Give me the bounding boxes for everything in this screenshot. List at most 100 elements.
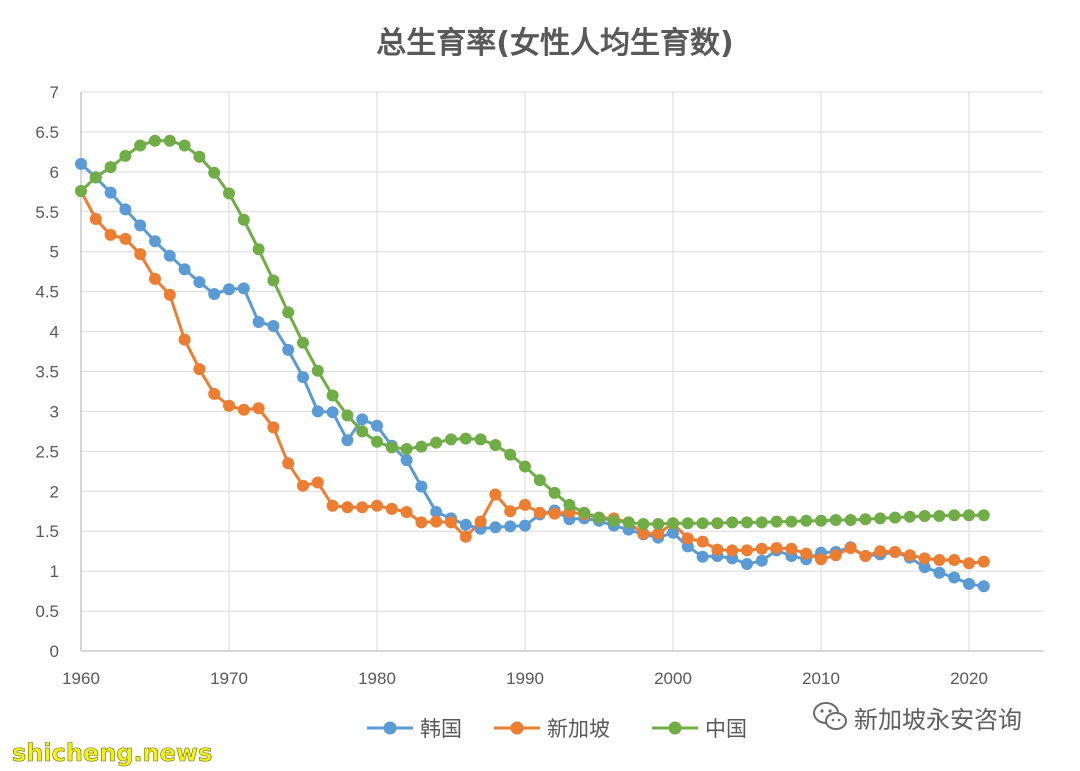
data-point-series-0: [163, 249, 176, 262]
data-point-series-0: [149, 235, 161, 248]
data-point-series-2: [178, 139, 191, 152]
data-point-series-2: [341, 409, 354, 422]
data-point-series-1: [770, 542, 783, 554]
y-tick-label: 0: [50, 642, 59, 661]
x-tick-label: 1980: [358, 669, 396, 688]
data-point-series-1: [356, 501, 369, 514]
data-point-series-2: [977, 509, 990, 522]
data-point-series-0: [223, 283, 235, 296]
data-point-series-1: [430, 515, 443, 528]
data-point-series-2: [149, 134, 161, 147]
data-point-series-1: [681, 532, 694, 545]
wechat-watermark: 新加坡永安咨询: [813, 702, 1022, 734]
data-point-series-1: [415, 516, 428, 529]
data-point-series-0: [193, 276, 206, 289]
data-point-series-0: [459, 518, 472, 531]
data-point-series-1: [371, 499, 383, 512]
watermark-text: 新加坡永安咨询: [854, 706, 1022, 734]
data-point-series-1: [311, 476, 324, 489]
data-point-series-0: [504, 520, 517, 533]
data-point-series-1: [918, 552, 931, 565]
data-point-series-0: [297, 371, 309, 384]
x-tick-label: 1990: [506, 669, 544, 688]
data-point-series-0: [519, 519, 531, 532]
data-point-series-1: [193, 363, 206, 376]
y-tick-label: 1: [50, 562, 59, 581]
data-point-series-1: [519, 498, 531, 511]
data-point-series-2: [474, 433, 487, 446]
data-point-series-1: [282, 457, 295, 470]
data-point-series-1: [755, 542, 768, 555]
data-point-series-2: [459, 432, 472, 445]
data-point-series-1: [223, 399, 235, 412]
data-point-series-1: [800, 547, 813, 560]
legend-marker-0: [383, 721, 397, 735]
x-tick-label: 2020: [950, 669, 988, 688]
data-point-series-2: [193, 150, 206, 163]
data-point-series-0: [667, 526, 679, 539]
data-point-series-2: [681, 517, 694, 530]
site-watermark: shicheng.news: [12, 739, 212, 767]
data-point-series-0: [356, 413, 369, 426]
data-point-series-0: [237, 282, 250, 295]
data-point-series-2: [326, 389, 339, 402]
data-point-series-0: [400, 454, 413, 467]
y-axis-tick-labels: 0 0.5 1 1.5 2 2.5 3 3.5 4 4.5 5 5.5 6 6.5 7: [35, 83, 59, 661]
data-point-series-1: [696, 535, 709, 548]
gridlines: [81, 91, 1043, 651]
series-line-1: [79, 190, 984, 565]
data-point-series-1: [726, 544, 739, 557]
data-point-series-1: [504, 505, 517, 518]
series-points: [75, 134, 990, 593]
data-point-series-1: [267, 421, 280, 434]
data-point-series-1: [208, 387, 221, 400]
data-point-series-1: [741, 544, 753, 557]
data-point-series-1: [844, 542, 857, 554]
data-point-series-1: [341, 501, 354, 514]
legend: 韩国 新加坡 中国: [367, 717, 747, 741]
data-point-series-2: [607, 514, 620, 527]
data-point-series-0: [208, 288, 221, 300]
data-point-series-0: [311, 405, 324, 418]
data-point-series-2: [223, 187, 235, 200]
data-point-series-0: [415, 480, 428, 493]
data-point-series-2: [755, 516, 768, 529]
data-point-series-2: [356, 425, 369, 438]
data-point-series-2: [711, 517, 724, 530]
data-point-series-2: [519, 460, 531, 473]
data-point-series-2: [134, 139, 147, 152]
data-point-series-2: [311, 364, 324, 377]
data-point-series-0: [75, 157, 87, 170]
data-point-series-1: [815, 553, 827, 566]
data-point-series-0: [252, 316, 265, 328]
data-point-series-2: [652, 518, 665, 530]
data-point-series-2: [637, 518, 650, 530]
legend-marker-2: [668, 721, 682, 735]
data-point-series-2: [533, 474, 546, 487]
data-point-series-1: [134, 248, 147, 261]
data-point-series-1: [963, 557, 975, 570]
data-point-series-1: [548, 507, 561, 520]
data-point-series-2: [918, 510, 931, 522]
data-point-series-0: [755, 554, 768, 567]
x-axis-tick-labels: 1960 1970 1980 1990 2000 2010 2020: [62, 669, 988, 688]
x-tick-label: 2010: [802, 669, 840, 688]
data-point-series-2: [400, 443, 413, 455]
data-point-series-2: [430, 436, 443, 449]
y-tick-label: 2: [50, 482, 59, 501]
data-point-series-2: [963, 509, 975, 522]
data-point-series-2: [578, 506, 591, 519]
data-point-series-0: [696, 550, 709, 563]
data-point-series-2: [415, 440, 428, 453]
data-point-series-2: [903, 510, 916, 523]
series-line-2: [79, 139, 984, 526]
data-point-series-1: [400, 506, 413, 518]
data-point-series-1: [533, 506, 546, 519]
data-point-series-0: [918, 561, 931, 574]
data-point-series-2: [593, 511, 605, 524]
data-point-series-2: [267, 274, 280, 287]
data-point-series-1: [237, 403, 250, 416]
data-point-series-2: [844, 514, 857, 526]
data-point-series-1: [977, 555, 990, 568]
data-point-series-2: [163, 134, 176, 147]
